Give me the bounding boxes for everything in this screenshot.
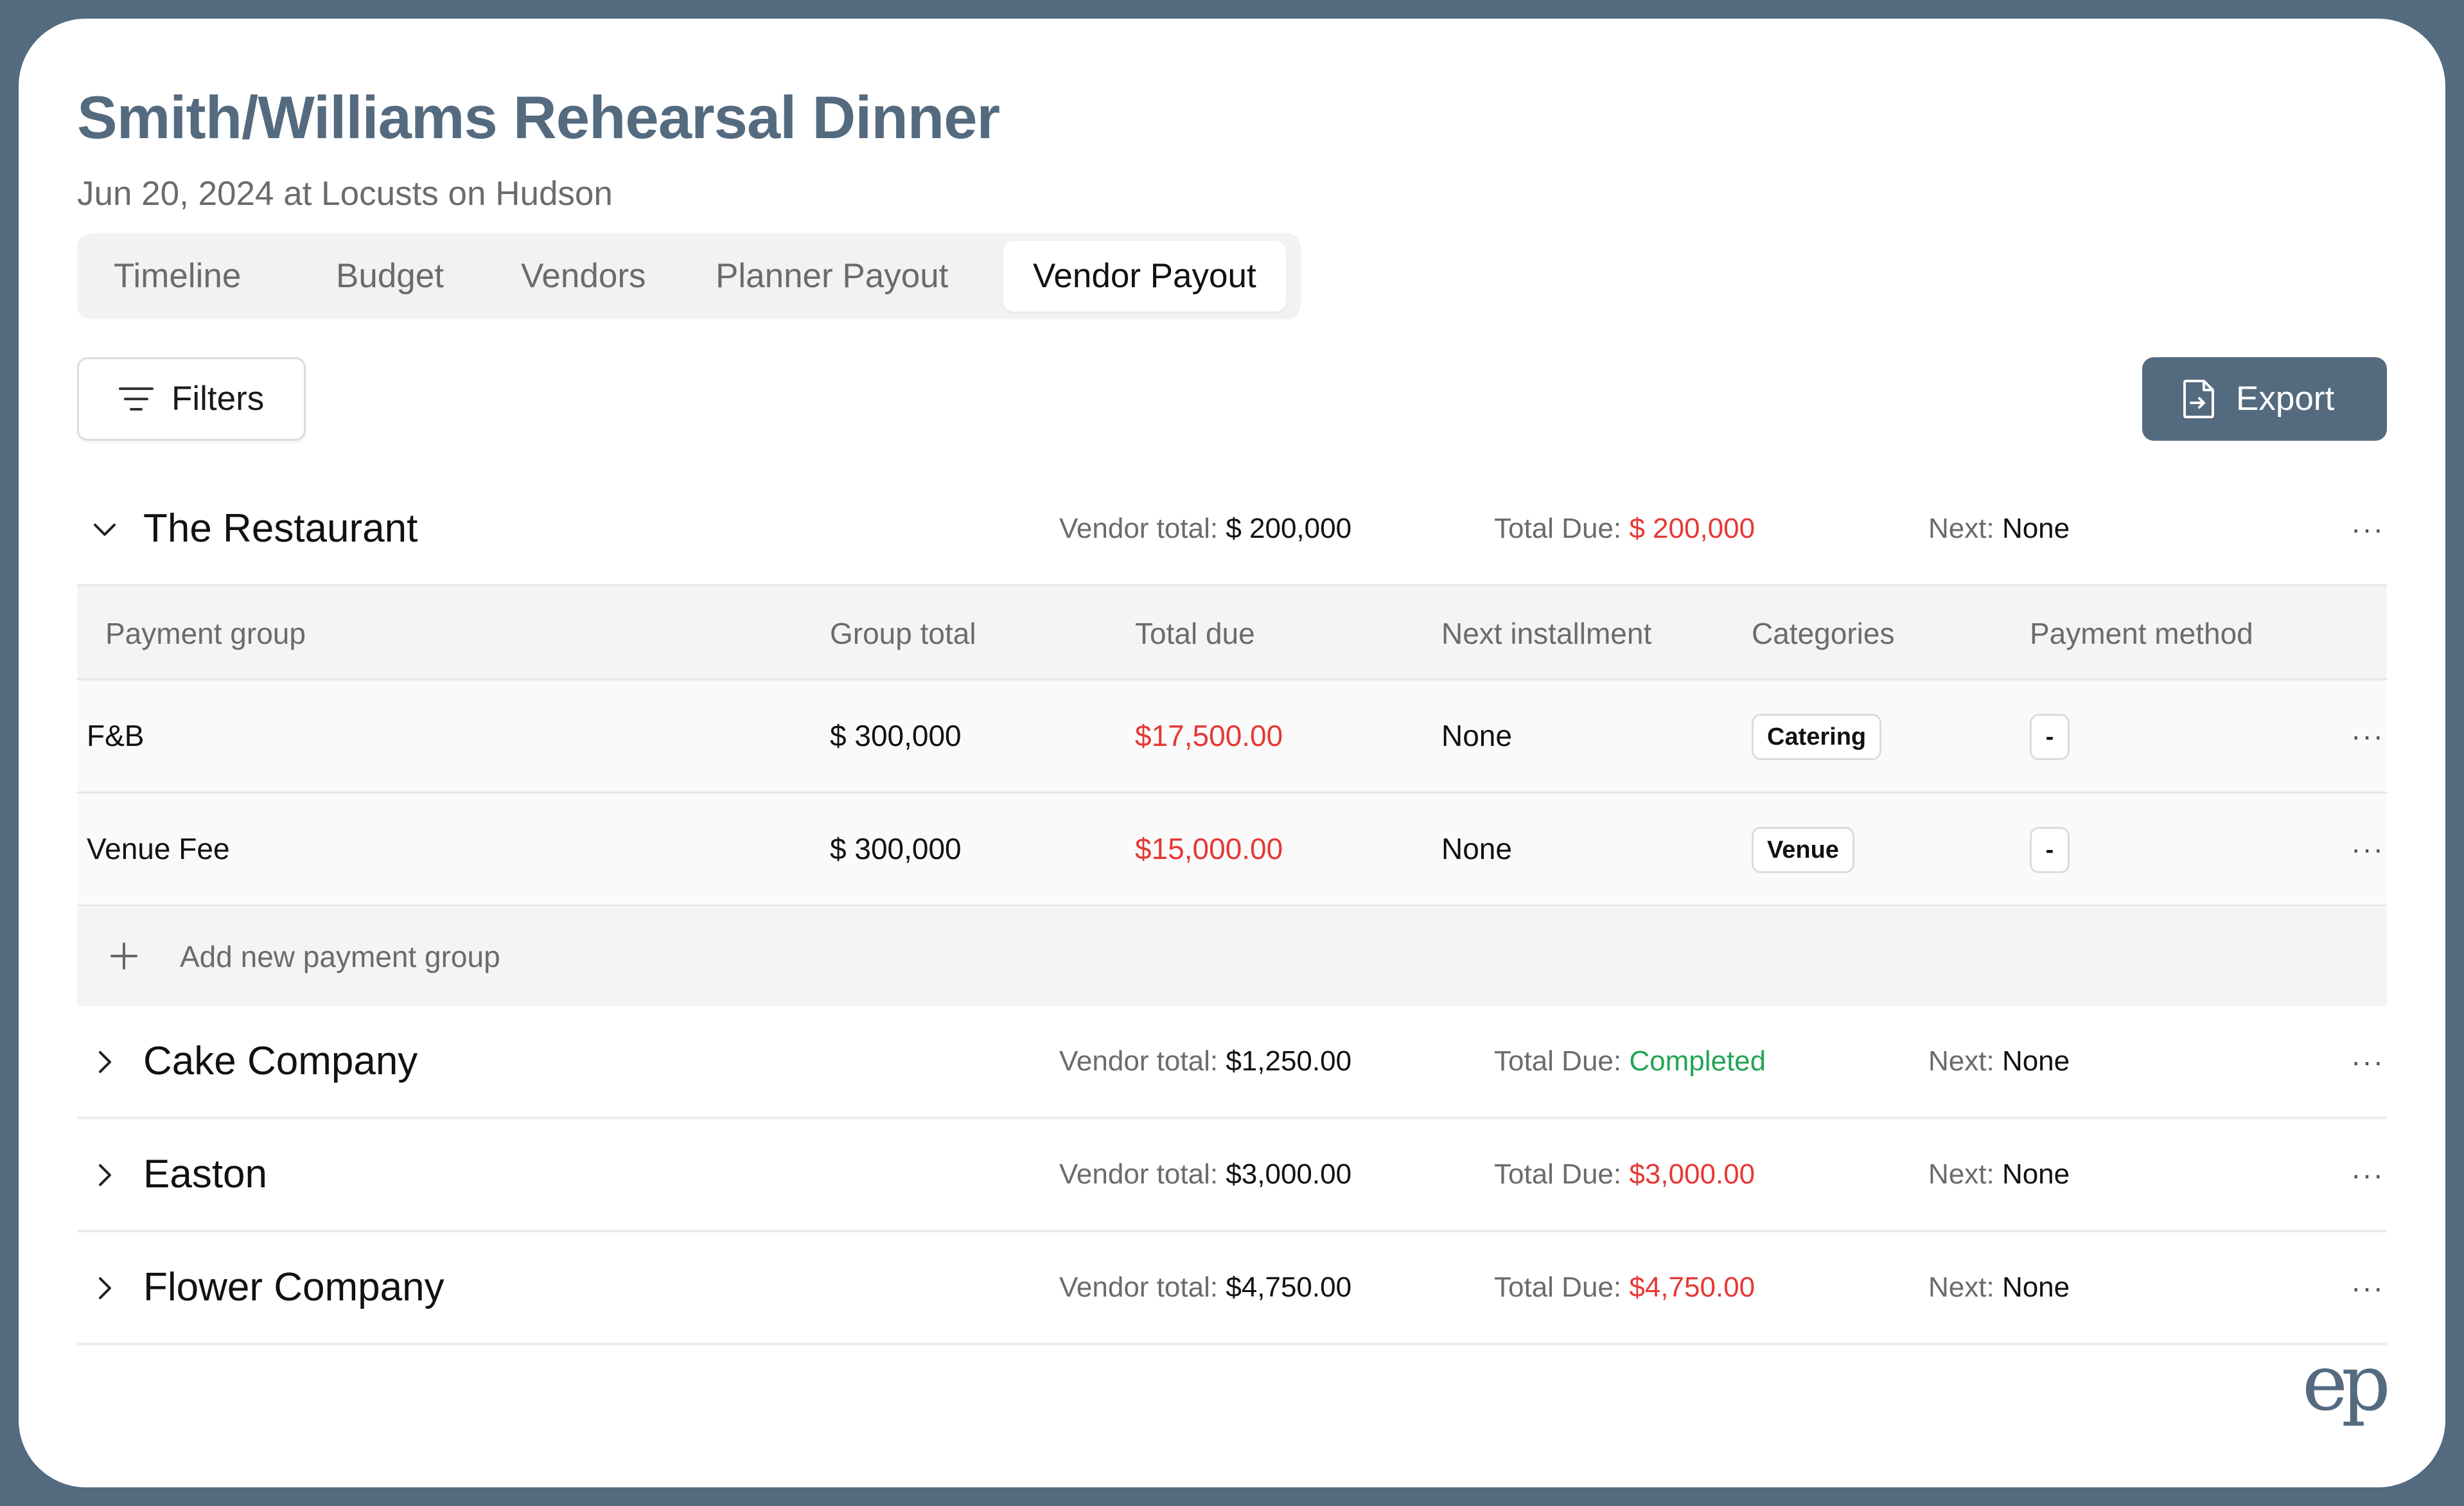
- next-payment: Next: None: [1928, 474, 2070, 584]
- column-header-group-total: Group total: [830, 617, 976, 650]
- next-installment-cell: None: [1441, 832, 1512, 865]
- total-due-value: Completed: [1629, 1045, 1766, 1077]
- more-horizontal-icon[interactable]: ···: [2351, 832, 2384, 865]
- vendor-name: The Restaurant: [143, 506, 418, 551]
- vendor-total-value: $3,000.00: [1226, 1158, 1352, 1190]
- column-header-payment-group: Payment group: [105, 617, 306, 650]
- vendor-total-label: Vendor total:: [1059, 513, 1219, 544]
- total-due-label: Total Due:: [1494, 1045, 1622, 1077]
- payment-method-select[interactable]: -: [2030, 714, 2070, 760]
- table-row[interactable]: F&B $ 300,000 $17,500.00 None Catering -…: [77, 680, 2387, 793]
- next-value: None: [2002, 1271, 2070, 1303]
- next-payment: Next: None: [1928, 1232, 2070, 1343]
- more-horizontal-icon[interactable]: ···: [2351, 719, 2384, 752]
- next-label: Next:: [1928, 1158, 1994, 1190]
- total-due: Total Due: $4,750.00: [1494, 1232, 1755, 1343]
- plus-icon: [109, 941, 139, 974]
- total-due-value: $ 200,000: [1629, 513, 1756, 544]
- total-due-value: $4,750.00: [1629, 1271, 1756, 1303]
- more-horizontal-icon[interactable]: ···: [2351, 1271, 2384, 1304]
- tab-bar: Timeline Budget Vendors Planner Payout V…: [77, 233, 1301, 319]
- category-badge: Catering: [1752, 714, 1882, 760]
- payment-method-select[interactable]: -: [2030, 827, 2070, 873]
- chevron-right-icon[interactable]: [91, 1049, 118, 1079]
- vendor-row-flower-company[interactable]: Flower Company Vendor total: $4,750.00 T…: [77, 1232, 2387, 1345]
- vendor-row-the-restaurant[interactable]: The Restaurant Vendor total: $ 200,000 T…: [77, 474, 2387, 587]
- filter-icon: [119, 386, 154, 415]
- vendor-name: Cake Company: [143, 1039, 418, 1083]
- vendor-name: Easton: [143, 1152, 268, 1196]
- next-payment: Next: None: [1928, 1006, 2070, 1117]
- more-horizontal-icon[interactable]: ···: [2351, 512, 2384, 545]
- next-value: None: [2002, 513, 2070, 544]
- payment-group-cell: F&B: [87, 719, 145, 752]
- more-horizontal-icon[interactable]: ···: [2351, 1045, 2384, 1078]
- next-label: Next:: [1928, 1271, 1994, 1303]
- total-due-label: Total Due:: [1494, 1271, 1622, 1303]
- filters-label: Filters: [172, 380, 265, 418]
- vendor-total: Vendor total: $ 200,000: [1059, 474, 1351, 584]
- next-payment: Next: None: [1928, 1119, 2070, 1230]
- next-value: None: [2002, 1158, 2070, 1190]
- total-due-value: $3,000.00: [1629, 1158, 1756, 1190]
- vendor-row-easton[interactable]: Easton Vendor total: $3,000.00 Total Due…: [77, 1119, 2387, 1232]
- vendor-total-value: $4,750.00: [1226, 1271, 1352, 1303]
- vendor-name: Flower Company: [143, 1265, 444, 1309]
- column-header-categories: Categories: [1752, 617, 1895, 650]
- next-value: None: [2002, 1045, 2070, 1077]
- total-due-cell: $15,000.00: [1135, 832, 1283, 865]
- event-subtitle: Jun 20, 2024 at Locusts on Hudson: [77, 175, 613, 213]
- vendor-total: Vendor total: $4,750.00: [1059, 1232, 1351, 1343]
- column-header-payment-method: Payment method: [2030, 617, 2253, 650]
- group-total-cell: $ 300,000: [830, 719, 962, 752]
- table-row[interactable]: Venue Fee $ 300,000 $15,000.00 None Venu…: [77, 793, 2387, 907]
- page-title: Smith/Williams Rehearsal Dinner: [77, 84, 1000, 151]
- next-label: Next:: [1928, 513, 1994, 544]
- next-installment-cell: None: [1441, 719, 1512, 752]
- add-payment-group-button[interactable]: Add new payment group: [77, 908, 2387, 1006]
- total-due-label: Total Due:: [1494, 1158, 1622, 1190]
- app-window: Smith/Williams Rehearsal Dinner Jun 20, …: [19, 19, 2445, 1487]
- vendor-total: Vendor total: $1,250.00: [1059, 1006, 1351, 1117]
- tab-vendor-payout[interactable]: Vendor Payout: [1003, 241, 1286, 312]
- total-due: Total Due: Completed: [1494, 1006, 1766, 1117]
- tab-timeline[interactable]: Timeline: [114, 257, 242, 295]
- export-file-icon: [2182, 378, 2217, 423]
- total-due: Total Due: $3,000.00: [1494, 1119, 1755, 1230]
- category-badge: Venue: [1752, 827, 1854, 873]
- more-horizontal-icon[interactable]: ···: [2351, 1158, 2384, 1191]
- add-payment-group-label: Add new payment group: [180, 940, 500, 973]
- vendor-total-label: Vendor total:: [1059, 1158, 1219, 1190]
- payment-table-header: Payment group Group total Total due Next…: [77, 587, 2387, 680]
- column-header-next-installment: Next installment: [1441, 617, 1652, 650]
- tab-budget[interactable]: Budget: [336, 257, 444, 295]
- chevron-right-icon[interactable]: [91, 1275, 118, 1305]
- export-label: Export: [2236, 380, 2335, 418]
- vendor-total-label: Vendor total:: [1059, 1045, 1219, 1077]
- next-label: Next:: [1928, 1045, 1994, 1077]
- group-total-cell: $ 300,000: [830, 832, 962, 865]
- export-button[interactable]: Export: [2142, 357, 2387, 441]
- vendor-total-label: Vendor total:: [1059, 1271, 1219, 1303]
- filters-button[interactable]: Filters: [77, 357, 306, 441]
- tab-planner-payout[interactable]: Planner Payout: [716, 257, 949, 295]
- total-due-cell: $17,500.00: [1135, 719, 1283, 752]
- column-header-total-due: Total due: [1135, 617, 1255, 650]
- tab-vendors[interactable]: Vendors: [521, 257, 646, 295]
- brand-logo: ep: [2302, 1339, 2391, 1428]
- vendor-row-cake-company[interactable]: Cake Company Vendor total: $1,250.00 Tot…: [77, 1006, 2387, 1119]
- vendor-total: Vendor total: $3,000.00: [1059, 1119, 1351, 1230]
- vendor-total-value: $ 200,000: [1226, 513, 1352, 544]
- total-due-label: Total Due:: [1494, 513, 1622, 544]
- chevron-down-icon[interactable]: [91, 516, 118, 546]
- vendor-total-value: $1,250.00: [1226, 1045, 1352, 1077]
- payment-group-cell: Venue Fee: [87, 832, 230, 865]
- chevron-right-icon[interactable]: [91, 1162, 118, 1192]
- total-due: Total Due: $ 200,000: [1494, 474, 1755, 584]
